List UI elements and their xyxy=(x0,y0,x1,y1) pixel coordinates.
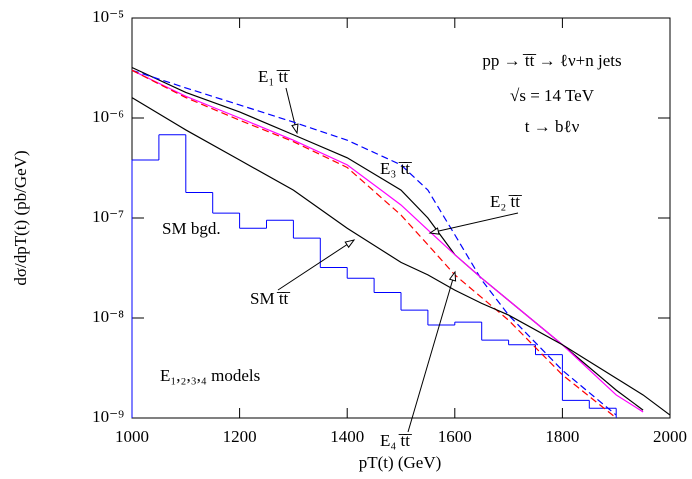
label-arrow xyxy=(277,239,355,291)
y-tick-label: 10⁻⁷ xyxy=(92,207,124,226)
annotation: pp → t̅t̅ → ℓν+n jets xyxy=(482,51,621,70)
x-tick-label: 1000 xyxy=(115,427,149,446)
y-tick-label: 10⁻⁶ xyxy=(92,107,124,126)
histogram-label: SM bgd. xyxy=(162,219,221,238)
y-tick-label: 10⁻⁸ xyxy=(92,307,124,326)
x-tick-label: 2000 xyxy=(653,427,687,446)
x-tick-label: 1200 xyxy=(223,427,257,446)
series-line xyxy=(131,97,671,416)
annotation: t → bℓν xyxy=(525,117,580,136)
series-label: E₃ t̅t̅ xyxy=(380,159,413,178)
arrow-head xyxy=(428,227,440,235)
annotation: E₁,₂,₃,₄ models xyxy=(160,366,260,385)
arrow-head xyxy=(291,123,299,135)
y-tick-label: 10⁻⁵ xyxy=(92,7,124,26)
y-axis-label: dσ/dpT(t) (pb/GeV) xyxy=(11,150,30,285)
series-label: E₂ t̅t̅ xyxy=(490,192,523,211)
arrow-head xyxy=(344,239,356,249)
y-tick-label: 10⁻⁹ xyxy=(92,407,124,426)
x-tick-label: 1400 xyxy=(330,427,364,446)
x-tick-label: 1600 xyxy=(438,427,472,446)
series-label: SM t̅t̅ xyxy=(250,289,291,308)
x-tick-label: 1800 xyxy=(545,427,579,446)
series-line xyxy=(131,69,617,416)
arrow-head xyxy=(448,270,457,282)
series-label: E₁ t̅t̅ xyxy=(258,67,291,86)
x-axis-label: pT(t) (GeV) xyxy=(359,453,442,472)
series-label: E₄ t̅t̅ xyxy=(380,431,413,450)
annotation: √s = 14 TeV xyxy=(510,86,595,105)
label-arrow xyxy=(429,212,519,234)
label-arrow xyxy=(407,271,456,433)
